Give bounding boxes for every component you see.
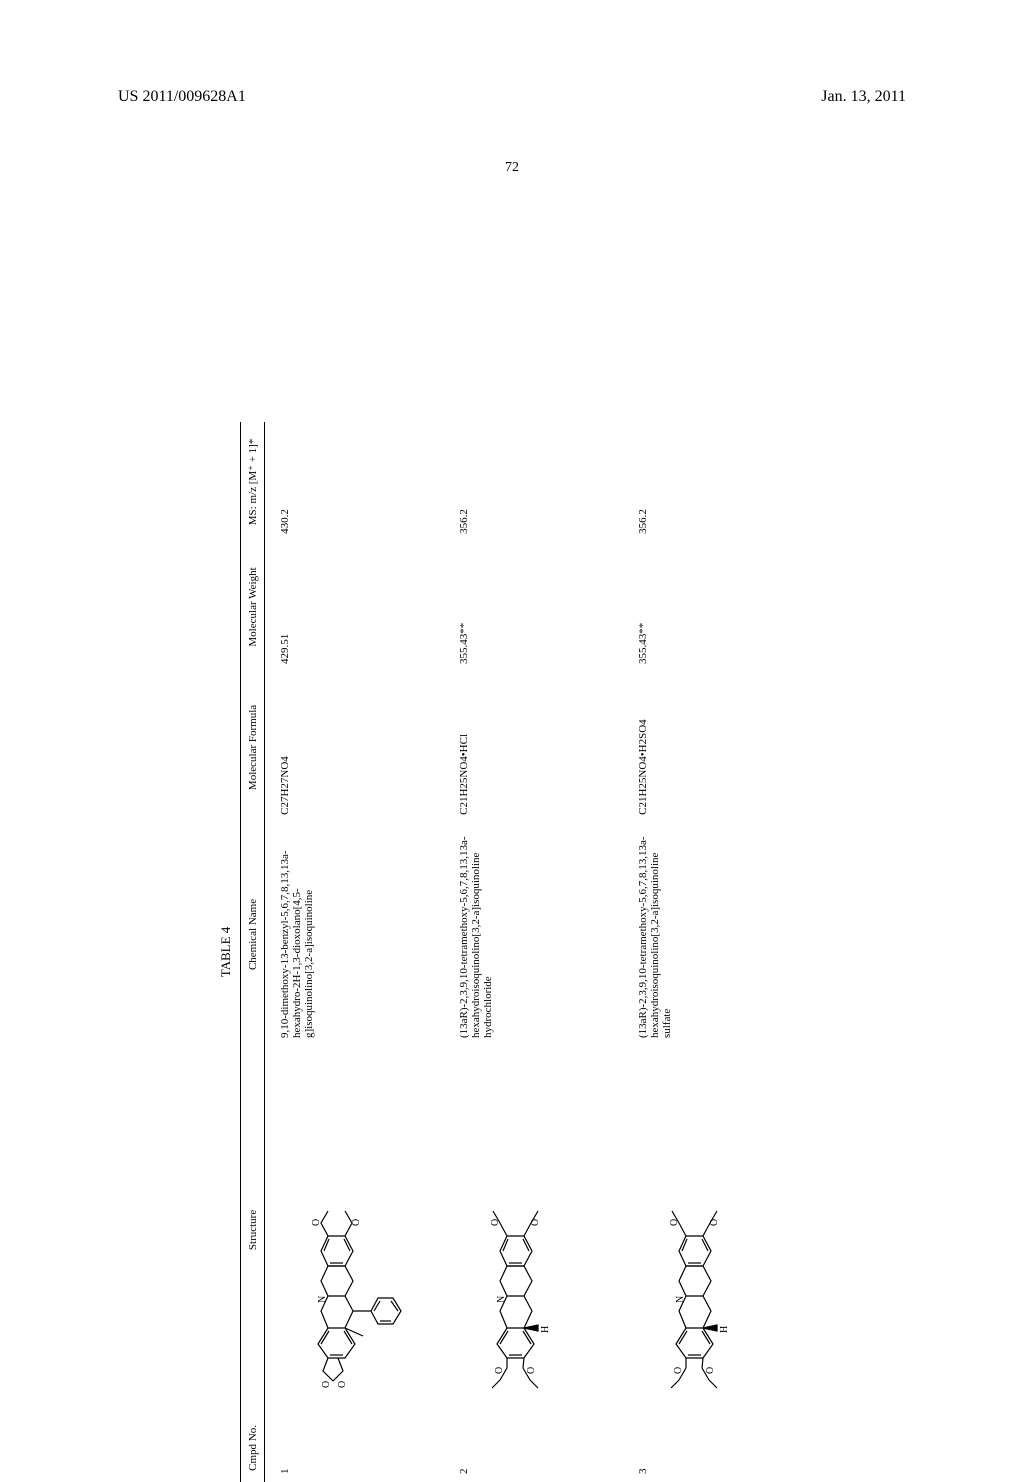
svg-text:O: O	[669, 1219, 680, 1226]
table-header-row: Cmpd No. Structure Chemical Name Molecul…	[241, 422, 265, 1482]
col-mw: Molecular Weight	[241, 542, 265, 672]
pub-date: Jan. 13, 2011	[821, 88, 906, 106]
molecule-icon: O O N	[452, 1116, 612, 1406]
svg-text:O: O	[673, 1367, 684, 1374]
formula-2: C21H25NO4•HCl	[444, 672, 623, 823]
col-cmpd-no: Cmpd No.	[241, 1414, 265, 1482]
svg-text:O: O	[490, 1219, 501, 1226]
mw-1: 429.51	[265, 542, 445, 672]
formula-3: C21H25NO4•H2SO4	[623, 672, 802, 823]
table-4-container: TABLE 4 Cmpd No. Structure Chemical Name…	[218, 422, 802, 1482]
cmpd-no-1: 1	[265, 1414, 445, 1482]
svg-text:O: O	[709, 1219, 720, 1226]
molecule-icon: O O N	[631, 1116, 791, 1406]
structure-3: O O N	[623, 1046, 802, 1414]
structure-1: O O N	[265, 1046, 445, 1414]
cmpd-no-3: 3	[623, 1414, 802, 1482]
table-label: TABLE 4	[218, 422, 234, 1482]
table-row: 3 O O	[623, 422, 802, 1482]
svg-text:O: O	[311, 1219, 322, 1226]
svg-text:O: O	[321, 1381, 332, 1388]
doc-number: US 2011/009628A1	[118, 88, 246, 106]
svg-text:N: N	[675, 1296, 686, 1303]
svg-text:N: N	[496, 1296, 507, 1303]
cmpd-no-2: 2	[444, 1414, 623, 1482]
chem-name-1: 9,10-dimethoxy-13-benzyl-5,6,7,8,13,13a-…	[265, 823, 445, 1046]
col-structure: Structure	[241, 1046, 265, 1414]
svg-text:O: O	[526, 1367, 537, 1374]
ms-1: 430.2	[265, 422, 445, 542]
svg-text:O: O	[530, 1219, 541, 1226]
page-number: 72	[505, 160, 519, 176]
mw-2: 355.43**	[444, 542, 623, 672]
molecule-icon: O O N	[273, 1116, 433, 1406]
svg-text:H: H	[540, 1326, 551, 1333]
col-formula: Molecular Formula	[241, 672, 265, 823]
chem-name-3: (13aR)-2,3,9,10-tetramethoxy-5,6,7,8,13,…	[623, 823, 802, 1046]
svg-text:H: H	[719, 1326, 730, 1333]
chem-name-2: (13aR)-2,3,9,10-tetramethoxy-5,6,7,8,13,…	[444, 823, 623, 1046]
svg-text:N: N	[317, 1296, 328, 1303]
structure-2: O O N	[444, 1046, 623, 1414]
compound-table: Cmpd No. Structure Chemical Name Molecul…	[240, 422, 802, 1482]
table-row: 1 O O	[265, 422, 445, 1482]
svg-text:O: O	[351, 1219, 362, 1226]
ms-2: 356.2	[444, 422, 623, 542]
svg-text:O: O	[705, 1367, 716, 1374]
table-row: 2 O O	[444, 422, 623, 1482]
col-chem-name: Chemical Name	[241, 823, 265, 1046]
col-ms: MS: m/z [M⁺ + 1]*	[241, 422, 265, 542]
svg-text:O: O	[337, 1381, 348, 1388]
formula-1: C27H27NO4	[265, 672, 445, 823]
svg-text:O: O	[494, 1367, 505, 1374]
ms-3: 356.2	[623, 422, 802, 542]
mw-3: 355.43**	[623, 542, 802, 672]
